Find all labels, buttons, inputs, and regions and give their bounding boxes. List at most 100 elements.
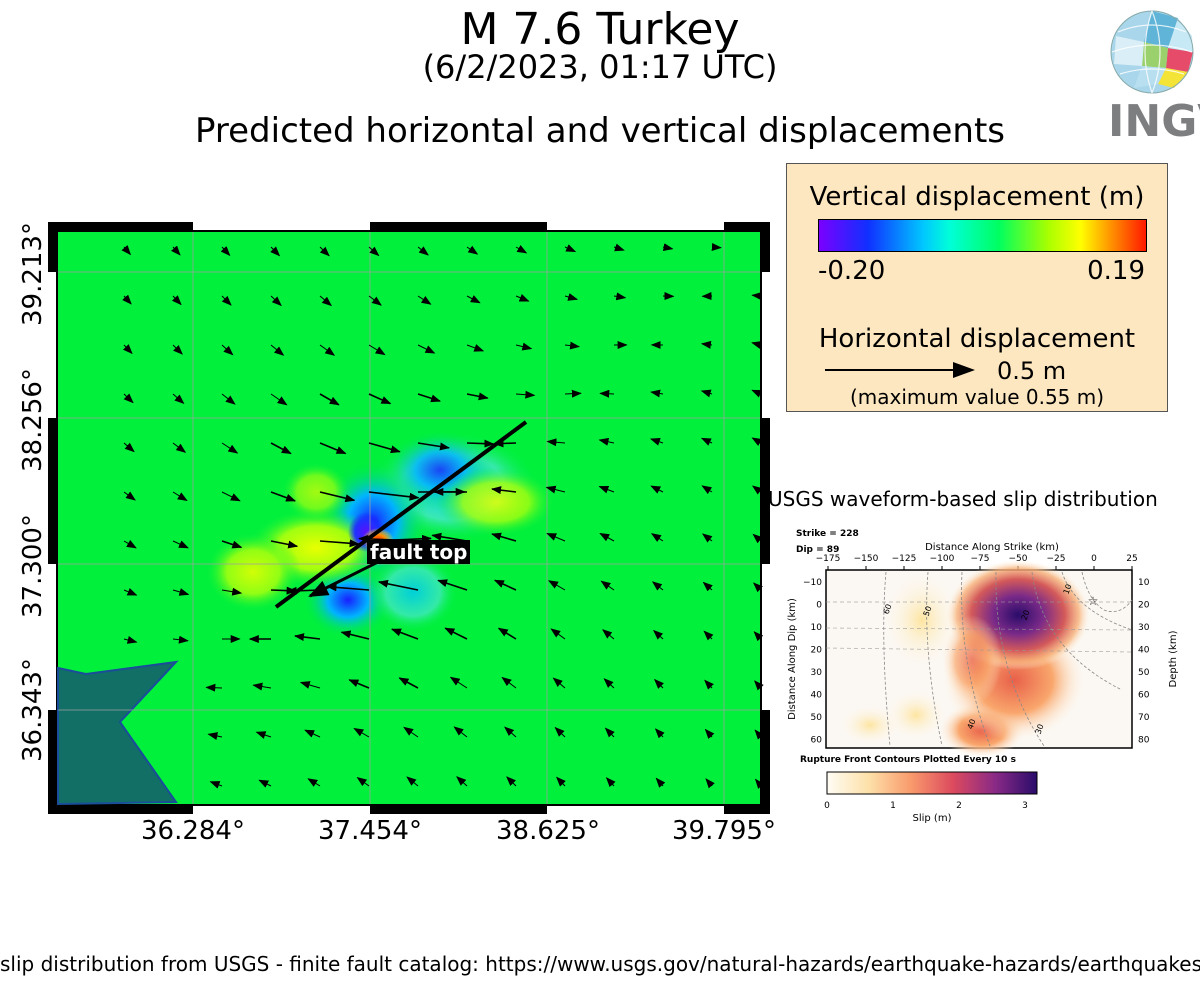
displacement-arrow [751, 292, 762, 301]
event-date: (6/2/2023, 01:17 UTC) [422, 48, 778, 86]
y-right-tick-label: 70 [1138, 713, 1150, 723]
displacement-arrow [391, 628, 419, 640]
displacement-arrow [377, 579, 419, 591]
y-left-tick-label: 0 [816, 601, 822, 611]
displacement-arrow [299, 681, 321, 689]
displacement-arrow [650, 485, 664, 494]
displacement-arrow [368, 442, 401, 454]
displacement-arrow [270, 295, 282, 307]
colorbar-tick-label: 3 [1022, 801, 1028, 811]
displacement-arrow [506, 776, 517, 787]
lat-label-1: 39.213° [18, 222, 48, 326]
displacement-arrow [340, 630, 370, 640]
displacement-arrow [221, 587, 243, 596]
displacement-arrow [456, 776, 468, 787]
hypocenter-star-icon: ☆ [1088, 594, 1099, 608]
displacement-arrow [752, 533, 763, 544]
displacement-arrow [466, 245, 479, 255]
colorbar-min-label: -0.20 [818, 256, 886, 286]
scale-arrow-icon [825, 362, 975, 378]
slip-panel-title: USGS waveform-based slip distribution [768, 487, 1158, 511]
displacement-arrow [654, 728, 665, 739]
displacement-arrow [348, 679, 370, 689]
displacement-arrow [564, 341, 581, 350]
rupture-contour-note: Rupture Front Contours Plotted Every 10 … [800, 755, 1016, 765]
displacement-arrow [466, 439, 495, 448]
displacement-arrow [368, 344, 386, 356]
displacement-arrow [751, 437, 763, 446]
displacement-arrow [403, 726, 419, 738]
displacement-arrow [598, 437, 615, 446]
earthquake-title: M 7.6 Turkey [460, 4, 740, 55]
displacement-arrow [491, 532, 517, 542]
displacement-arrow [504, 726, 517, 738]
displacement-arrow [221, 491, 241, 502]
displacement-arrow [304, 729, 321, 738]
displacement-arrow [319, 295, 332, 307]
displacement-arrow [356, 777, 370, 787]
displacement-arrow [705, 778, 715, 789]
displacement-arrow [598, 485, 615, 494]
source-footer: slip distribution from USGS - finite fau… [0, 952, 1200, 976]
y-left-ticks: −10 0 10 20 30 40 50 60 [803, 578, 822, 746]
displacement-arrow [417, 246, 429, 256]
displacement-arrow [603, 678, 615, 689]
displacement-arrow [556, 776, 566, 787]
x-tick-label: −75 [971, 554, 990, 564]
displacement-arrow [711, 243, 722, 251]
displacement-arrow [515, 244, 528, 254]
x-tick-label: 25 [1126, 554, 1137, 564]
y-right-axis-label: Depth (km) [1168, 630, 1179, 687]
x-tick-label: −25 [1047, 554, 1066, 564]
displacement-arrow [605, 777, 616, 788]
y-right-ticks: 10 20 30 40 50 60 70 80 [1138, 578, 1150, 746]
displacement-arrow [700, 437, 713, 446]
displacement-arrow [599, 389, 615, 398]
displacement-arrow [491, 486, 517, 495]
displacement-arrow [121, 245, 132, 256]
displacement-arrow [307, 778, 321, 787]
displacement-arrow [319, 393, 340, 406]
displacement-arrow [319, 491, 356, 503]
displacement-arrow [122, 294, 132, 305]
vertical-legend-title: Vertical displacement (m) [809, 182, 1145, 212]
fault-trace [274, 420, 528, 609]
scale-value: 0.5 m [997, 357, 1067, 385]
displacement-arrow [701, 485, 713, 495]
displacement-arrow [123, 636, 138, 644]
slip-colorbar-label: Slip (m) [913, 813, 952, 824]
displacement-arrow [209, 781, 223, 789]
displacement-arrow [172, 393, 185, 405]
displacement-arrow [123, 588, 138, 596]
displacement-arrow [649, 438, 664, 446]
displacement-arrow [123, 539, 137, 549]
displacement-arrow [548, 580, 566, 591]
displacement-arrow [752, 485, 763, 495]
contour-labels: 60 50 40 30 10 20 [882, 583, 1074, 736]
vertical-colorbar [818, 219, 1147, 252]
displacement-arrow [552, 677, 566, 689]
displacement-arrow [172, 540, 189, 549]
lon-label-4: 39.795° [672, 816, 776, 846]
lon-label-2: 37.454° [318, 816, 422, 846]
displacement-arrow [221, 442, 239, 454]
slip-colorbar-ticks: 0 1 2 3 [824, 801, 1028, 811]
displacement-arrow [172, 635, 189, 644]
displacement-arrow [437, 579, 468, 591]
displacement-arrow [123, 491, 136, 501]
y-right-tick-label: 20 [1138, 601, 1150, 611]
displacement-arrow [221, 393, 236, 405]
displacement-arrow [171, 245, 181, 256]
colorbar-tick-label: 0 [824, 801, 830, 811]
displacement-arrow [255, 731, 272, 739]
displacement-arrow [501, 676, 517, 689]
globe-icon [1110, 10, 1194, 94]
colorbar-tick-label: 1 [890, 801, 896, 811]
displacement-arrow [751, 389, 763, 398]
displacement-arrow [754, 778, 765, 789]
x-tick-label: 0 [1091, 554, 1097, 564]
y-right-tick-label: 80 [1138, 736, 1150, 746]
displacement-arrow [545, 485, 566, 494]
displacement-arrow [564, 244, 577, 253]
displacement-arrow [122, 344, 133, 355]
